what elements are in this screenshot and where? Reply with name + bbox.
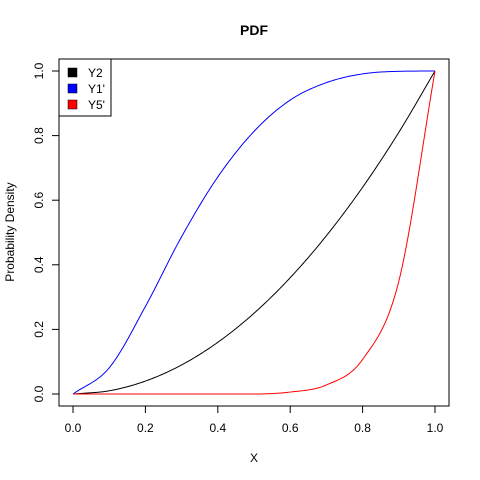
series-line-0 xyxy=(72,70,436,395)
y-tick-label: 0.4 xyxy=(32,256,46,273)
legend-swatch xyxy=(67,99,78,110)
legend-box xyxy=(58,58,112,117)
legend-swatch xyxy=(67,67,78,78)
y-tick-label: 0.0 xyxy=(32,385,46,402)
x-axis: 0.0 0.2 0.4 0.6 0.8 1.0 xyxy=(65,405,444,435)
x-tick-label: 0.8 xyxy=(354,421,371,435)
x-tick-label: 0.2 xyxy=(137,421,154,435)
y-tick-label: 1.0 xyxy=(32,62,46,79)
legend-swatch xyxy=(67,83,78,94)
x-tick-label: 0.0 xyxy=(65,421,82,435)
plot-frame xyxy=(58,58,450,407)
series-line-2 xyxy=(73,70,436,395)
series-layer xyxy=(72,70,436,395)
legend-label: Y5' xyxy=(88,98,105,112)
chart-title: PDF xyxy=(240,22,268,38)
y-axis-title: Probability Density xyxy=(3,182,17,281)
y-tick-label: 0.8 xyxy=(32,127,46,144)
legend: Y2 Y1' Y5' xyxy=(58,58,112,117)
y-tick-label: 0.6 xyxy=(32,192,46,209)
x-tick-label: 1.0 xyxy=(427,421,444,435)
x-axis-title: X xyxy=(250,451,258,465)
y-axis: 0.0 0.2 0.4 0.6 0.8 1.0 xyxy=(32,62,60,402)
legend-label: Y1' xyxy=(88,82,105,96)
y-tick-label: 0.2 xyxy=(32,321,46,338)
series-line-1 xyxy=(72,70,436,395)
x-tick-label: 0.6 xyxy=(282,421,299,435)
legend-label: Y2 xyxy=(88,66,103,80)
x-tick-label: 0.4 xyxy=(209,421,226,435)
